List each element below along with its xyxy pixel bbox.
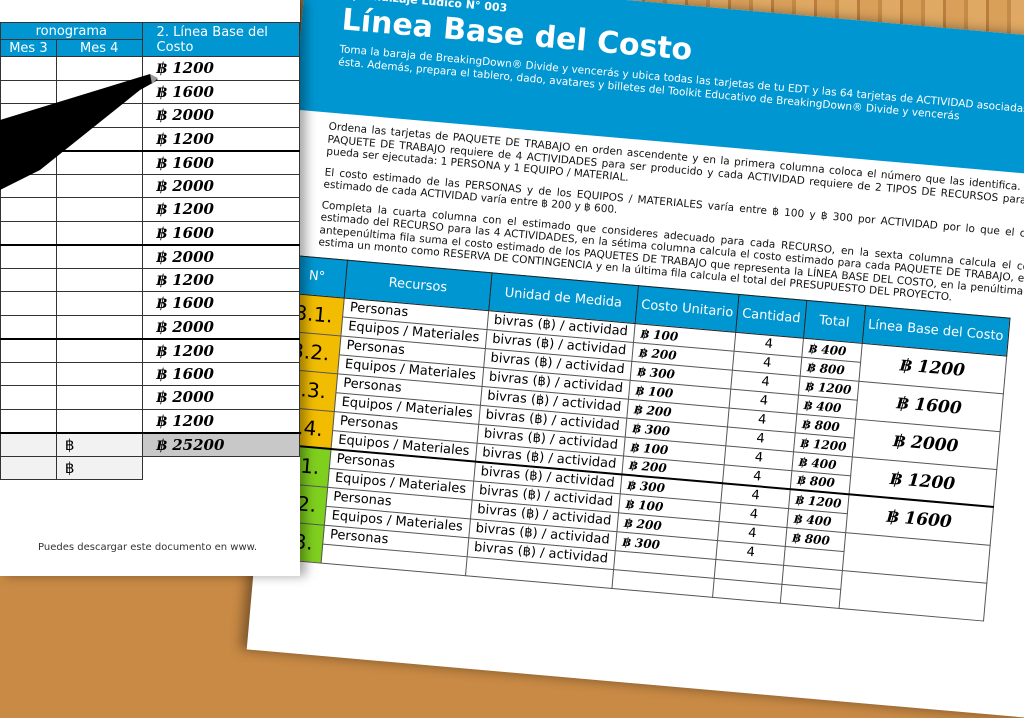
linea-base-header: 2. Línea Base del Costo [141,22,301,57]
linea-base-value: ฿ 1600 [141,150,301,175]
mes4-cell[interactable] [55,361,143,386]
empty-cell [142,456,300,480]
column-header: Total [803,299,866,343]
mes3-cell[interactable] [0,291,57,316]
linea-base-value: ฿ 1200 [141,267,301,292]
mes3-cell[interactable] [0,385,57,410]
schedule-row: ฿ 2000 [0,244,301,269]
footer-text: Puedes descargar este documento en www. [38,542,258,553]
linea-base-value: ฿ 2000 [141,244,301,269]
linea-base-value: ฿ 2000 [141,314,301,339]
column-header: Cantidad [736,293,807,338]
schedule-row: ฿ 1600 [0,220,301,245]
mes4-cell[interactable] [55,56,143,81]
mes4-header: Mes 4 [55,39,143,57]
mes4-cell[interactable] [55,338,143,363]
mes4-cell[interactable] [55,173,143,198]
mes3-cell [0,455,57,480]
schedule-row: ฿ 1600 [0,361,301,386]
mes4-cell[interactable] [55,408,143,433]
linea-base-value: ฿ 1600 [141,79,301,104]
mes3-cell[interactable] [0,197,57,222]
schedule-row: ฿ 1200 [0,267,301,292]
schedule-row: ฿ 1200 [0,338,301,363]
mes3-cell[interactable] [0,267,57,292]
mes3-cell[interactable] [0,408,57,433]
mes3-cell[interactable] [0,244,57,269]
mes3-cell[interactable] [0,314,57,339]
schedule-row: ฿ 1600 [0,79,301,104]
linea-base-value: ฿ 1200 [141,126,301,151]
mes3-cell[interactable] [0,338,57,363]
mes4-cell[interactable] [55,220,143,245]
mes4-cell[interactable] [55,244,143,269]
linea-base-value: ฿ 2000 [141,385,301,410]
schedule-row: ฿ 1200 [0,408,301,433]
linea-base-value: ฿ 1200 [141,338,301,363]
linea-base-value: ฿ 1600 [141,361,301,386]
linea-base-value: ฿ 1200 [141,408,301,433]
linea-base-value: ฿ 1600 [141,291,301,316]
mes3-cell [0,432,57,457]
total[interactable] [780,583,841,608]
linea-base-value: ฿ 2000 [141,173,301,198]
schedule-row: ฿ 1200 [0,56,301,81]
linea-base-value: ฿ 1200 [141,56,301,81]
schedule-row: ฿ 2000 [0,385,301,410]
mes3-cell[interactable] [0,79,57,104]
mes3-header: Mes 3 [0,39,57,57]
linea-base-value: ฿ 1600 [141,220,301,245]
schedule-row: ฿ 2000 [0,314,301,339]
schedule-row: ฿ 1600 [0,291,301,316]
mes3-cell[interactable] [0,220,57,245]
linea-base-value: ฿ 1200 [141,197,301,222]
mes4-cell[interactable] [55,197,143,222]
pen-icon [0,74,158,190]
linea-base-value: ฿ 2000 [141,103,301,128]
cost-table: N° Recursos Unidad de Medida Costo Unitario… [263,254,1010,621]
mes4-cell[interactable] [55,314,143,339]
mes3-cell[interactable] [0,361,57,386]
schedule-table: ronograma 2. Línea Base del Costo Mes 3 Me… [0,22,301,480]
cronograma-header: ronograma [0,22,143,40]
worksheet-linea-base: Aprendizaje Lúdico N° 003 Línea Base del… [246,0,1024,718]
mes4-cell[interactable] [55,291,143,316]
mes4-cell[interactable] [55,267,143,292]
mes3-cell[interactable] [0,56,57,81]
total-currency: ฿ [55,432,143,457]
worksheet-cronograma: ronograma 2. Línea Base del Costo Mes 3 Me… [0,0,301,576]
last-currency: ฿ [55,455,143,480]
total-value: ฿ 25200 [141,432,301,457]
schedule-row: ฿ 2000 [0,173,301,198]
schedule-row: ฿ 1200 [0,197,301,222]
mes4-cell[interactable] [55,385,143,410]
